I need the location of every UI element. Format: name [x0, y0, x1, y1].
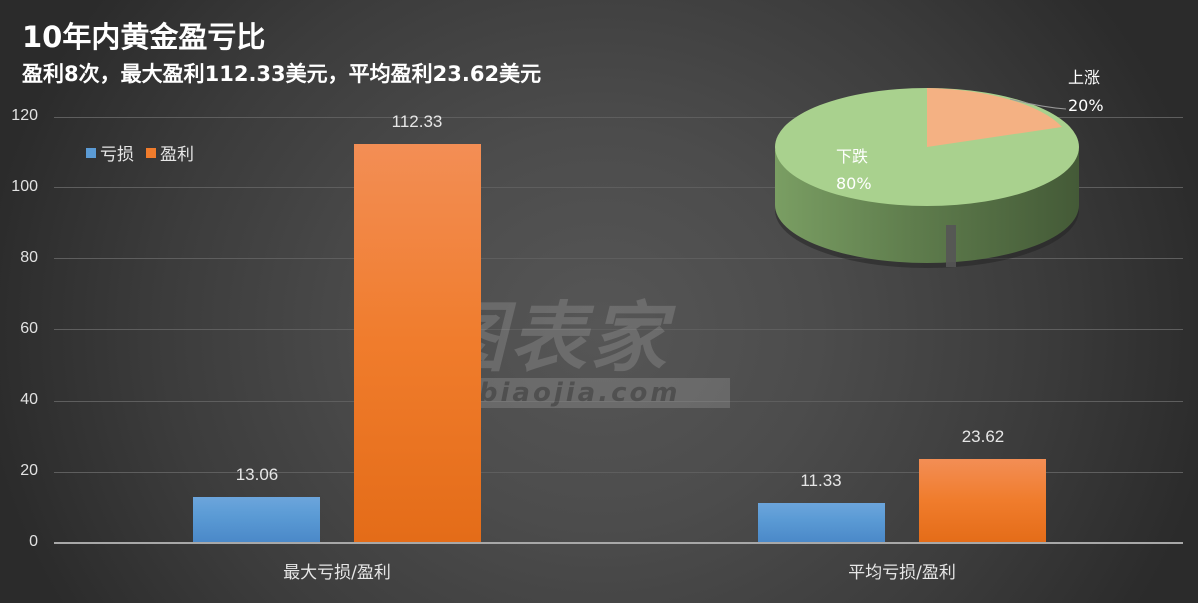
x-axis-line [54, 542, 1183, 544]
pie-slice-up[interactable] [927, 88, 1062, 147]
y-tick-60: 60 [20, 320, 38, 337]
bar-loss-avg[interactable] [758, 503, 885, 543]
gridline [54, 187, 1183, 188]
pie-label-up: 上涨 [1068, 68, 1101, 87]
bar-profit-max[interactable] [354, 144, 481, 543]
x-tick-label: 平均亏损/盈利 [848, 563, 956, 583]
y-tick-0: 0 [29, 533, 38, 550]
legend-item-loss[interactable]: 亏损 [86, 140, 134, 165]
y-tick-120: 120 [11, 107, 38, 124]
x-tick-label: 最大亏损/盈利 [283, 563, 391, 583]
legend: 亏损 盈利 [86, 140, 206, 165]
gridline [54, 401, 1183, 402]
data-label: 13.06 [235, 465, 279, 484]
pie-label-down: 下跌 [836, 147, 869, 166]
legend-label: 盈利 [160, 145, 194, 165]
legend-item-profit[interactable]: 盈利 [146, 140, 194, 165]
data-label: 112.33 [391, 112, 443, 131]
gridline [54, 329, 1183, 330]
chart-title: 10年内黄金盈亏比 [22, 20, 266, 54]
pie-chart [775, 88, 1079, 268]
gridline [54, 117, 1183, 118]
legend-swatch-icon [146, 147, 156, 158]
y-tick-100: 100 [11, 178, 38, 195]
gridline [54, 258, 1183, 259]
data-label: 23.62 [961, 427, 1005, 446]
bar-profit-avg[interactable] [919, 459, 1046, 543]
y-tick-20: 20 [20, 462, 38, 479]
pie-value-up: 20% [1068, 96, 1104, 115]
data-label: 11.33 [800, 471, 842, 490]
chart-subtitle: 盈利8次，最大盈利112.33美元，平均盈利23.62美元 [22, 62, 542, 86]
y-tick-40: 40 [20, 391, 38, 408]
pie-value-down: 80% [836, 174, 872, 193]
gridline [54, 472, 1183, 473]
bar-loss-max[interactable] [193, 497, 320, 543]
y-tick-80: 80 [20, 249, 38, 266]
legend-label: 亏损 [100, 145, 134, 165]
legend-swatch-icon [86, 147, 96, 158]
